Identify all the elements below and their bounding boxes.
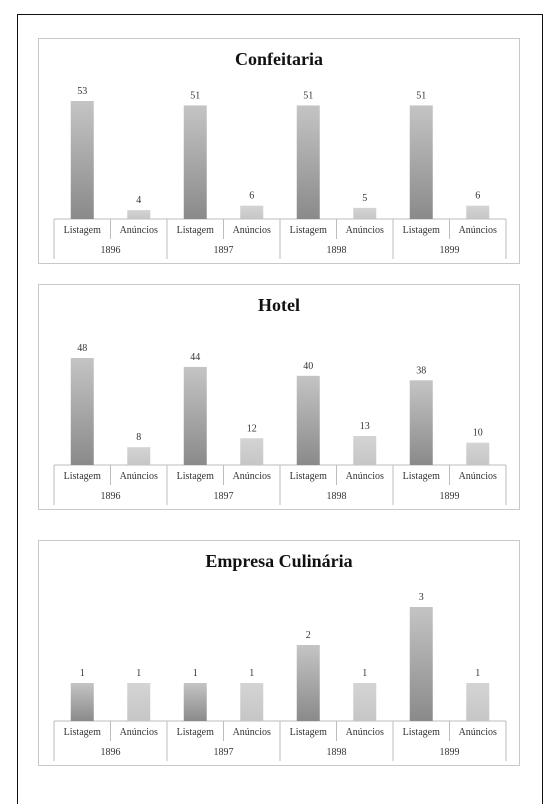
data-label: 53: [77, 86, 87, 97]
year-tick-label: 1898: [327, 245, 347, 256]
category-tick-label: Anúncios: [346, 727, 384, 738]
category-tick-label: Listagem: [64, 471, 101, 482]
year-tick-label: 1899: [440, 491, 460, 502]
year-tick-label: 1896: [101, 245, 121, 256]
chart-panel-confeitaria: Confeitaria 53 Listagem 4 Anúncios 1896 51 Lis…: [38, 38, 520, 264]
data-label: 51: [303, 90, 313, 101]
year-tick-label: 1898: [327, 491, 347, 502]
category-tick-label: Anúncios: [233, 727, 271, 738]
chart-empresa-culinaria: 1 Listagem 1 Anúncios 1896 1 Listagem 1 Anúncios…: [53, 592, 507, 761]
data-label: 4: [136, 195, 141, 206]
category-tick-label: Listagem: [290, 471, 327, 482]
category-tick-label: Listagem: [177, 727, 214, 738]
data-label: 10: [473, 428, 483, 439]
bar-anuncios-1896: [127, 447, 151, 465]
category-tick-label: Listagem: [290, 727, 327, 738]
category-tick-label: Anúncios: [233, 225, 271, 236]
data-label: 12: [247, 423, 257, 434]
data-label: 6: [249, 191, 254, 202]
year-tick-label: 1896: [101, 491, 121, 502]
category-tick-label: Listagem: [403, 471, 440, 482]
data-label: 1: [249, 668, 254, 679]
bar-listagem-1896: [70, 358, 94, 465]
bar-anuncios-1897: [240, 683, 264, 721]
bar-anuncios-1899: [466, 205, 490, 219]
data-label: 40: [303, 361, 313, 372]
data-label: 6: [475, 191, 480, 202]
bar-listagem-1898: [296, 375, 320, 465]
year-tick-label: 1897: [214, 747, 234, 758]
category-tick-label: Anúncios: [120, 225, 158, 236]
category-tick-label: Anúncios: [459, 471, 497, 482]
bar-listagem-1896: [70, 683, 94, 721]
data-label: 44: [190, 352, 200, 363]
data-label: 5: [362, 193, 367, 204]
category-tick-label: Anúncios: [459, 225, 497, 236]
category-tick-label: Anúncios: [233, 471, 271, 482]
chart-confeitaria: 53 Listagem 4 Anúncios 1896 51 Listagem 6 Anúnci…: [53, 86, 507, 259]
category-tick-label: Anúncios: [120, 727, 158, 738]
year-tick-label: 1896: [101, 747, 121, 758]
chart-title: Hotel: [258, 295, 300, 315]
data-label: 1: [136, 668, 141, 679]
year-tick-label: 1897: [214, 491, 234, 502]
category-tick-label: Listagem: [177, 225, 214, 236]
bar-listagem-1899: [409, 380, 433, 465]
bar-anuncios-1899: [466, 442, 490, 465]
data-label: 8: [136, 432, 141, 443]
bar-anuncios-1897: [240, 205, 264, 219]
data-label: 48: [77, 343, 87, 354]
category-tick-label: Anúncios: [346, 225, 384, 236]
bar-anuncios-1896: [127, 210, 151, 219]
bar-listagem-1897: [183, 105, 207, 219]
chart-title: Empresa Culinária: [205, 551, 353, 571]
year-tick-label: 1899: [440, 245, 460, 256]
page-frame: [17, 14, 543, 804]
data-label: 13: [360, 421, 370, 432]
category-tick-label: Listagem: [64, 727, 101, 738]
bar-listagem-1897: [183, 683, 207, 721]
data-label: 51: [416, 90, 426, 101]
year-tick-label: 1897: [214, 245, 234, 256]
bar-anuncios-1899: [466, 683, 490, 721]
category-tick-label: Listagem: [64, 225, 101, 236]
chart-panel-empresa-culinaria: Empresa Culinária 1 Listagem 1 Anúncios 1896…: [38, 540, 520, 766]
bar-listagem-1896: [70, 101, 94, 219]
data-label: 51: [190, 90, 200, 101]
bar-listagem-1897: [183, 366, 207, 465]
data-label: 1: [475, 668, 480, 679]
category-tick-label: Listagem: [290, 225, 327, 236]
chart-panel-hotel: Hotel 48 Listagem 8 Anúncios 1896 44 Listagem 1…: [38, 284, 520, 510]
bar-listagem-1899: [409, 105, 433, 219]
category-tick-label: Listagem: [403, 225, 440, 236]
bar-anuncios-1898: [353, 436, 377, 465]
category-tick-label: Anúncios: [346, 471, 384, 482]
category-tick-label: Listagem: [403, 727, 440, 738]
data-label: 1: [80, 668, 85, 679]
category-tick-label: Anúncios: [459, 727, 497, 738]
data-label: 2: [306, 630, 311, 641]
chart-title: Confeitaria: [235, 49, 323, 69]
chart-hotel: 48 Listagem 8 Anúncios 1896 44 Listagem 12 Anúnc…: [53, 343, 507, 505]
bar-anuncios-1898: [353, 207, 377, 219]
data-label: 1: [362, 668, 367, 679]
bar-anuncios-1898: [353, 683, 377, 721]
bar-listagem-1899: [409, 607, 433, 721]
year-tick-label: 1899: [440, 747, 460, 758]
year-tick-label: 1898: [327, 747, 347, 758]
data-label: 1: [193, 668, 198, 679]
category-tick-label: Listagem: [177, 471, 214, 482]
data-label: 3: [419, 592, 424, 603]
bar-listagem-1898: [296, 645, 320, 721]
category-tick-label: Anúncios: [120, 471, 158, 482]
bar-listagem-1898: [296, 105, 320, 219]
bar-anuncios-1896: [127, 683, 151, 721]
data-label: 38: [416, 365, 426, 376]
bar-anuncios-1897: [240, 438, 264, 465]
